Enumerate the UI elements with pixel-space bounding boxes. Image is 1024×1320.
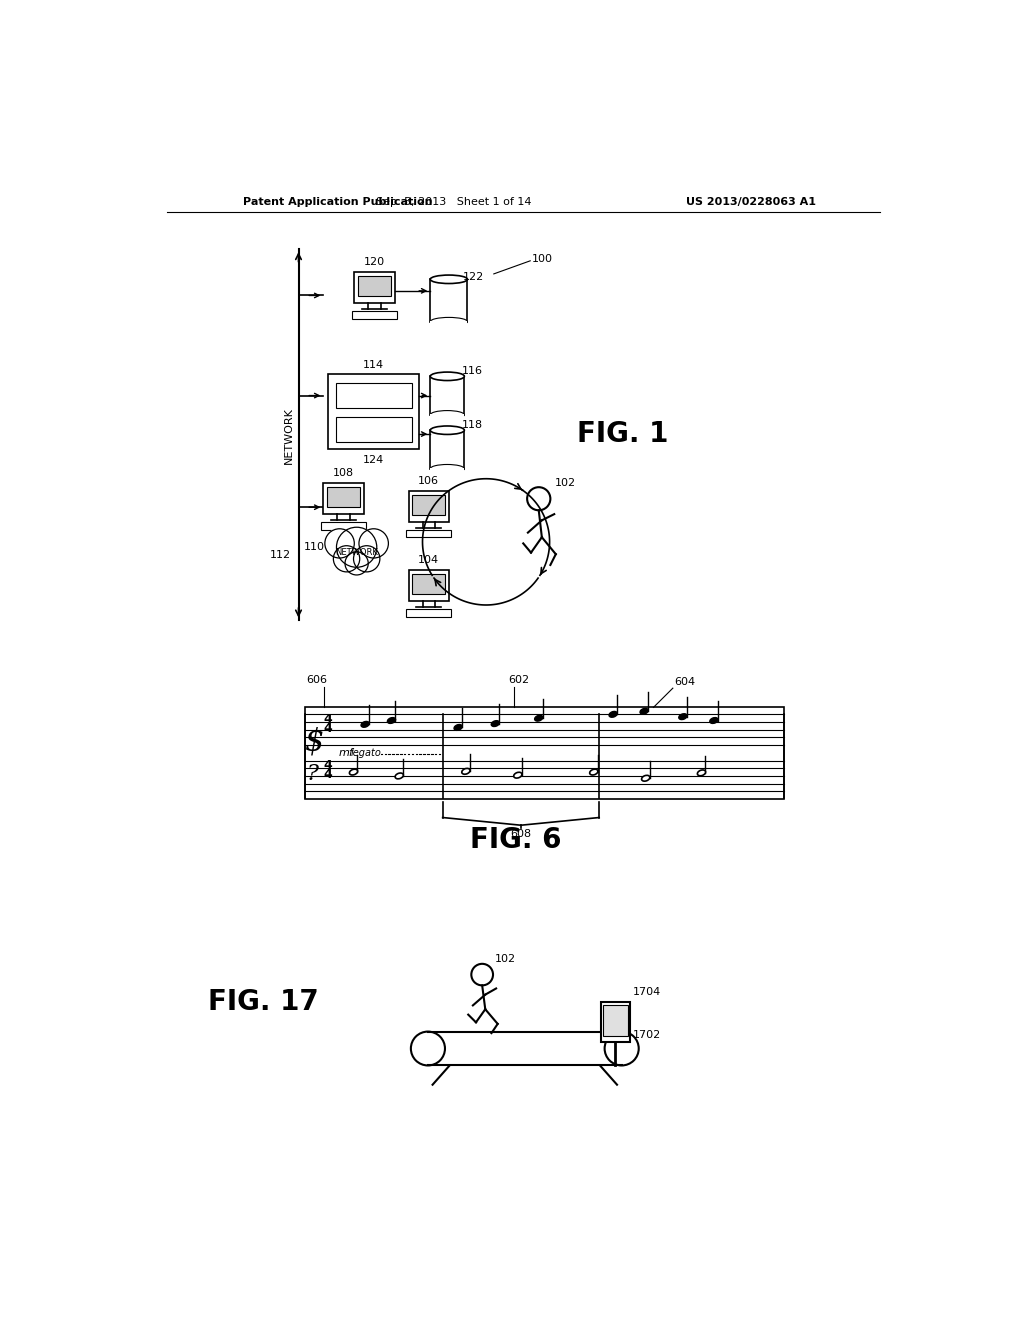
- Ellipse shape: [642, 775, 650, 781]
- Ellipse shape: [430, 275, 467, 284]
- Bar: [358, 276, 391, 296]
- Bar: [409, 570, 449, 601]
- Circle shape: [337, 527, 377, 568]
- Bar: [413, 495, 445, 515]
- Text: Patent Application Publication: Patent Application Publication: [243, 197, 432, 207]
- Text: legato: legato: [350, 748, 381, 758]
- Text: 100: 100: [532, 253, 553, 264]
- Circle shape: [334, 545, 359, 572]
- Bar: [328, 487, 359, 507]
- Text: 102: 102: [555, 478, 577, 488]
- Text: 112: 112: [270, 550, 291, 560]
- Ellipse shape: [430, 426, 464, 434]
- Ellipse shape: [430, 317, 467, 326]
- Text: 102: 102: [495, 954, 516, 964]
- Text: Sep. 5, 2013   Sheet 1 of 14: Sep. 5, 2013 Sheet 1 of 14: [376, 197, 531, 207]
- Text: 1702: 1702: [633, 1030, 662, 1040]
- Bar: [430, 321, 467, 327]
- Bar: [430, 469, 464, 474]
- Ellipse shape: [430, 465, 464, 473]
- Ellipse shape: [590, 770, 598, 775]
- Bar: [407, 609, 452, 616]
- Text: 110: 110: [303, 543, 325, 552]
- Bar: [603, 1006, 628, 1036]
- Bar: [305, 706, 783, 799]
- Text: NETWORK: NETWORK: [335, 548, 378, 557]
- Text: NETWORK: NETWORK: [284, 407, 294, 465]
- Ellipse shape: [395, 774, 403, 779]
- Text: 602: 602: [508, 676, 529, 685]
- Text: 1704: 1704: [633, 986, 662, 997]
- Text: 4: 4: [324, 759, 333, 772]
- Ellipse shape: [430, 411, 464, 418]
- Text: 4: 4: [324, 713, 333, 726]
- Ellipse shape: [430, 372, 464, 380]
- Bar: [336, 383, 412, 408]
- Text: FIG. 1: FIG. 1: [577, 420, 668, 447]
- Circle shape: [604, 1032, 639, 1065]
- Text: 124: 124: [364, 455, 384, 465]
- Bar: [321, 521, 366, 529]
- Bar: [430, 280, 467, 322]
- Ellipse shape: [609, 711, 617, 717]
- Ellipse shape: [454, 725, 462, 730]
- Text: FIG. 6: FIG. 6: [470, 826, 561, 854]
- Ellipse shape: [492, 721, 500, 726]
- Text: mf: mf: [339, 748, 353, 758]
- Circle shape: [359, 529, 388, 558]
- Text: 114: 114: [364, 360, 384, 370]
- Ellipse shape: [710, 718, 718, 723]
- Bar: [430, 376, 464, 414]
- Text: 106: 106: [418, 477, 439, 486]
- Text: $: $: [305, 726, 325, 758]
- Ellipse shape: [697, 770, 706, 776]
- Ellipse shape: [640, 709, 648, 714]
- Circle shape: [353, 545, 380, 572]
- Text: 608: 608: [510, 829, 531, 840]
- Text: 116: 116: [462, 366, 482, 376]
- Ellipse shape: [514, 772, 522, 777]
- Bar: [430, 414, 464, 420]
- Bar: [409, 491, 449, 521]
- Bar: [601, 1002, 630, 1043]
- Bar: [354, 272, 394, 304]
- Text: 108: 108: [333, 469, 354, 478]
- Ellipse shape: [349, 770, 357, 775]
- Bar: [407, 529, 452, 537]
- Bar: [352, 312, 397, 318]
- Bar: [328, 374, 420, 449]
- Text: 122: 122: [463, 272, 484, 282]
- Text: 4: 4: [324, 722, 333, 735]
- Ellipse shape: [679, 714, 687, 719]
- Circle shape: [411, 1032, 445, 1065]
- Ellipse shape: [361, 722, 370, 727]
- Ellipse shape: [535, 715, 543, 721]
- Text: 104: 104: [418, 556, 439, 565]
- Text: 606: 606: [306, 676, 327, 685]
- Bar: [413, 574, 445, 594]
- Text: US 2013/0228063 A1: US 2013/0228063 A1: [686, 197, 816, 207]
- Text: 4: 4: [324, 768, 333, 781]
- Text: FIG. 17: FIG. 17: [208, 989, 319, 1016]
- Text: 118: 118: [462, 420, 482, 430]
- Text: 604: 604: [674, 677, 695, 686]
- Text: ?: ?: [306, 763, 318, 785]
- Circle shape: [325, 529, 354, 558]
- Bar: [430, 430, 464, 469]
- Text: 120: 120: [364, 257, 385, 268]
- Circle shape: [345, 552, 369, 576]
- Bar: [324, 483, 364, 513]
- Bar: [336, 417, 412, 442]
- Ellipse shape: [462, 768, 470, 775]
- Ellipse shape: [387, 718, 395, 723]
